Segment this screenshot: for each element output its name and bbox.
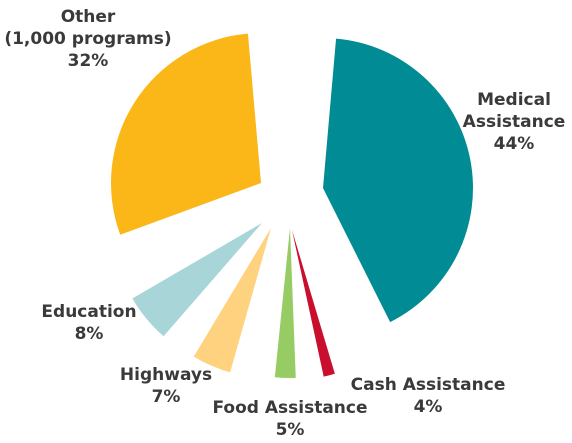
slice-category-text: Cash Assistance [351,375,506,395]
slice-label-3: Highways 7% [120,365,212,407]
slice-value-text: 8% [75,324,104,344]
slice-label-2: Food Assistance 5% [212,398,367,440]
pie-slice-3 [193,228,271,373]
slice-category-text: Education [41,302,136,322]
pie-slice-2 [274,228,296,378]
slice-category-text: (1,000 programs) [4,29,171,49]
slice-category-text: Medical [477,90,551,110]
slice-label-0: Medical Assistance 44% [463,90,566,154]
slice-label-1: Cash Assistance 4% [351,375,506,417]
slice-labels: Medical Assistance 44%Cash Assistance 4%Foo… [4,7,565,440]
slice-value-text: 7% [152,387,181,407]
pie-slice-1 [292,230,335,377]
pie-slice-4 [132,223,262,337]
slice-value-text: 4% [414,397,443,417]
slice-category-text: Food Assistance [212,398,367,418]
slice-value-text: 44% [494,134,535,154]
slice-category-text: Assistance [463,112,566,132]
pie-slice-5 [111,33,261,235]
slice-label-4: Education 8% [41,302,136,344]
pie-slices [111,33,473,378]
slice-value-text: 5% [276,420,305,440]
pie-slice-0 [323,38,473,323]
slice-label-5: Other (1,000 programs) 32% [4,7,171,71]
slice-category-text: Highways [120,365,212,385]
slice-category-text: Other [61,7,116,27]
slice-value-text: 32% [68,51,109,71]
